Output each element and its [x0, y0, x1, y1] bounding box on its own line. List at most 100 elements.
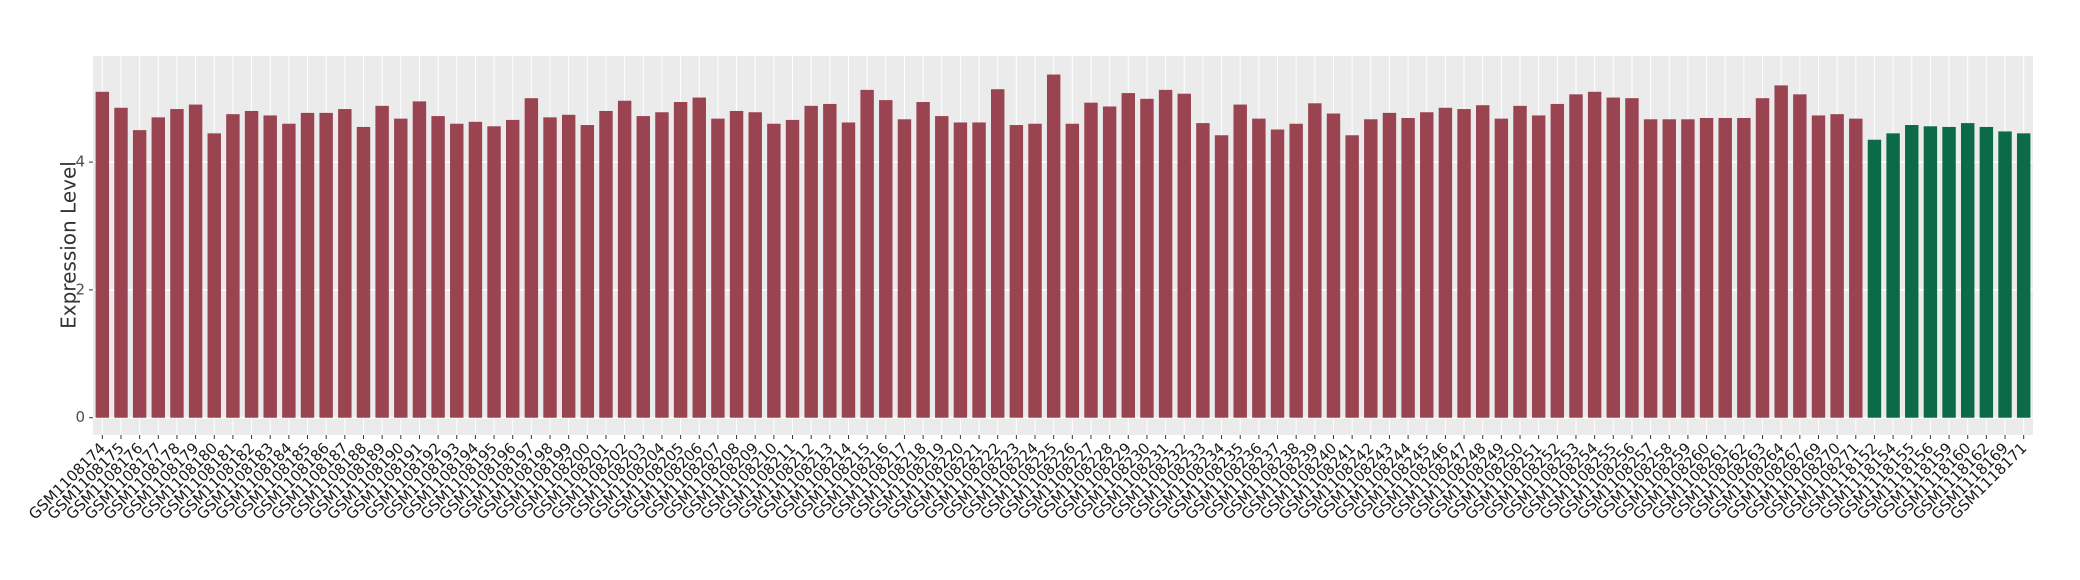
bar	[990, 89, 1005, 418]
bar	[1811, 115, 1826, 418]
bar	[1886, 133, 1900, 418]
bar	[1102, 106, 1117, 418]
bar	[207, 133, 221, 418]
bar	[114, 107, 128, 418]
bar	[1382, 112, 1397, 418]
bar	[1867, 139, 1882, 418]
bar	[431, 116, 445, 418]
bar	[1308, 103, 1322, 418]
bar	[1960, 123, 1975, 418]
bar	[170, 109, 184, 418]
bar	[1550, 103, 1565, 418]
bar	[561, 114, 576, 418]
bar	[972, 122, 986, 418]
bar	[729, 110, 744, 418]
bar	[319, 112, 333, 418]
bar	[300, 112, 315, 418]
bar	[1233, 104, 1247, 418]
bar	[375, 105, 389, 418]
bar	[953, 122, 968, 418]
bar	[1905, 125, 1919, 418]
y-tick-label: 2	[75, 280, 85, 298]
bar	[1849, 118, 1863, 418]
bar	[1438, 107, 1453, 418]
bar	[524, 98, 539, 418]
bar	[1830, 114, 1844, 418]
bar	[151, 117, 166, 418]
bar	[804, 105, 818, 418]
bar	[1699, 117, 1714, 418]
bar	[1923, 126, 1938, 418]
bar	[1345, 135, 1359, 418]
bar	[1364, 119, 1378, 418]
bar	[1998, 131, 2012, 418]
bar	[1942, 126, 1956, 418]
bar	[1513, 105, 1527, 418]
y-axis-label: Expression Level	[57, 161, 81, 329]
bar	[860, 89, 874, 418]
bar	[226, 114, 240, 418]
bar	[879, 100, 893, 418]
bar	[1270, 129, 1285, 418]
bar	[1252, 118, 1266, 418]
bar	[1755, 98, 1770, 418]
bar	[767, 123, 781, 418]
bar	[1979, 126, 1994, 418]
bar	[263, 115, 277, 418]
bar	[1046, 74, 1061, 418]
bar	[1662, 119, 1676, 418]
bar	[1475, 105, 1490, 418]
bar	[356, 126, 371, 418]
bar	[785, 119, 800, 418]
bar	[412, 101, 427, 418]
bar	[468, 121, 483, 418]
bar	[1326, 113, 1341, 418]
bar	[1158, 89, 1173, 418]
bar	[132, 130, 147, 418]
bar	[450, 123, 464, 418]
bar	[1028, 123, 1042, 418]
bar	[823, 103, 837, 418]
bar	[617, 100, 632, 418]
bar	[1793, 94, 1807, 418]
bar	[897, 119, 912, 418]
bar	[338, 109, 352, 418]
bar	[636, 116, 651, 418]
bar	[655, 112, 669, 418]
bar	[2016, 133, 2031, 418]
bar	[1121, 93, 1136, 418]
bar	[95, 91, 110, 418]
bar	[1009, 125, 1024, 418]
bar	[1587, 91, 1602, 418]
bar	[916, 102, 930, 418]
bar	[1457, 109, 1471, 418]
bar	[244, 110, 259, 418]
bar	[692, 97, 706, 418]
bar	[673, 102, 688, 418]
bar	[935, 116, 949, 418]
bar	[487, 126, 501, 418]
bar	[1494, 118, 1509, 418]
bar	[1420, 112, 1434, 418]
bar	[1401, 117, 1415, 418]
bar	[1289, 123, 1303, 418]
bar	[1606, 97, 1621, 418]
bar	[711, 118, 725, 418]
bar	[1625, 98, 1639, 418]
bar	[1643, 119, 1658, 418]
bar	[1718, 117, 1732, 418]
bar	[1737, 117, 1751, 418]
bar	[543, 117, 557, 418]
bar	[1140, 98, 1154, 418]
bar	[1214, 135, 1229, 418]
y-tick-label: 4	[75, 153, 85, 171]
bar	[1084, 102, 1098, 418]
bar	[1065, 123, 1080, 418]
bar	[1774, 85, 1788, 418]
y-tick-label: 0	[75, 408, 85, 426]
bar	[580, 125, 595, 418]
bar	[841, 122, 856, 418]
bar	[599, 110, 613, 418]
bar	[1569, 94, 1583, 418]
